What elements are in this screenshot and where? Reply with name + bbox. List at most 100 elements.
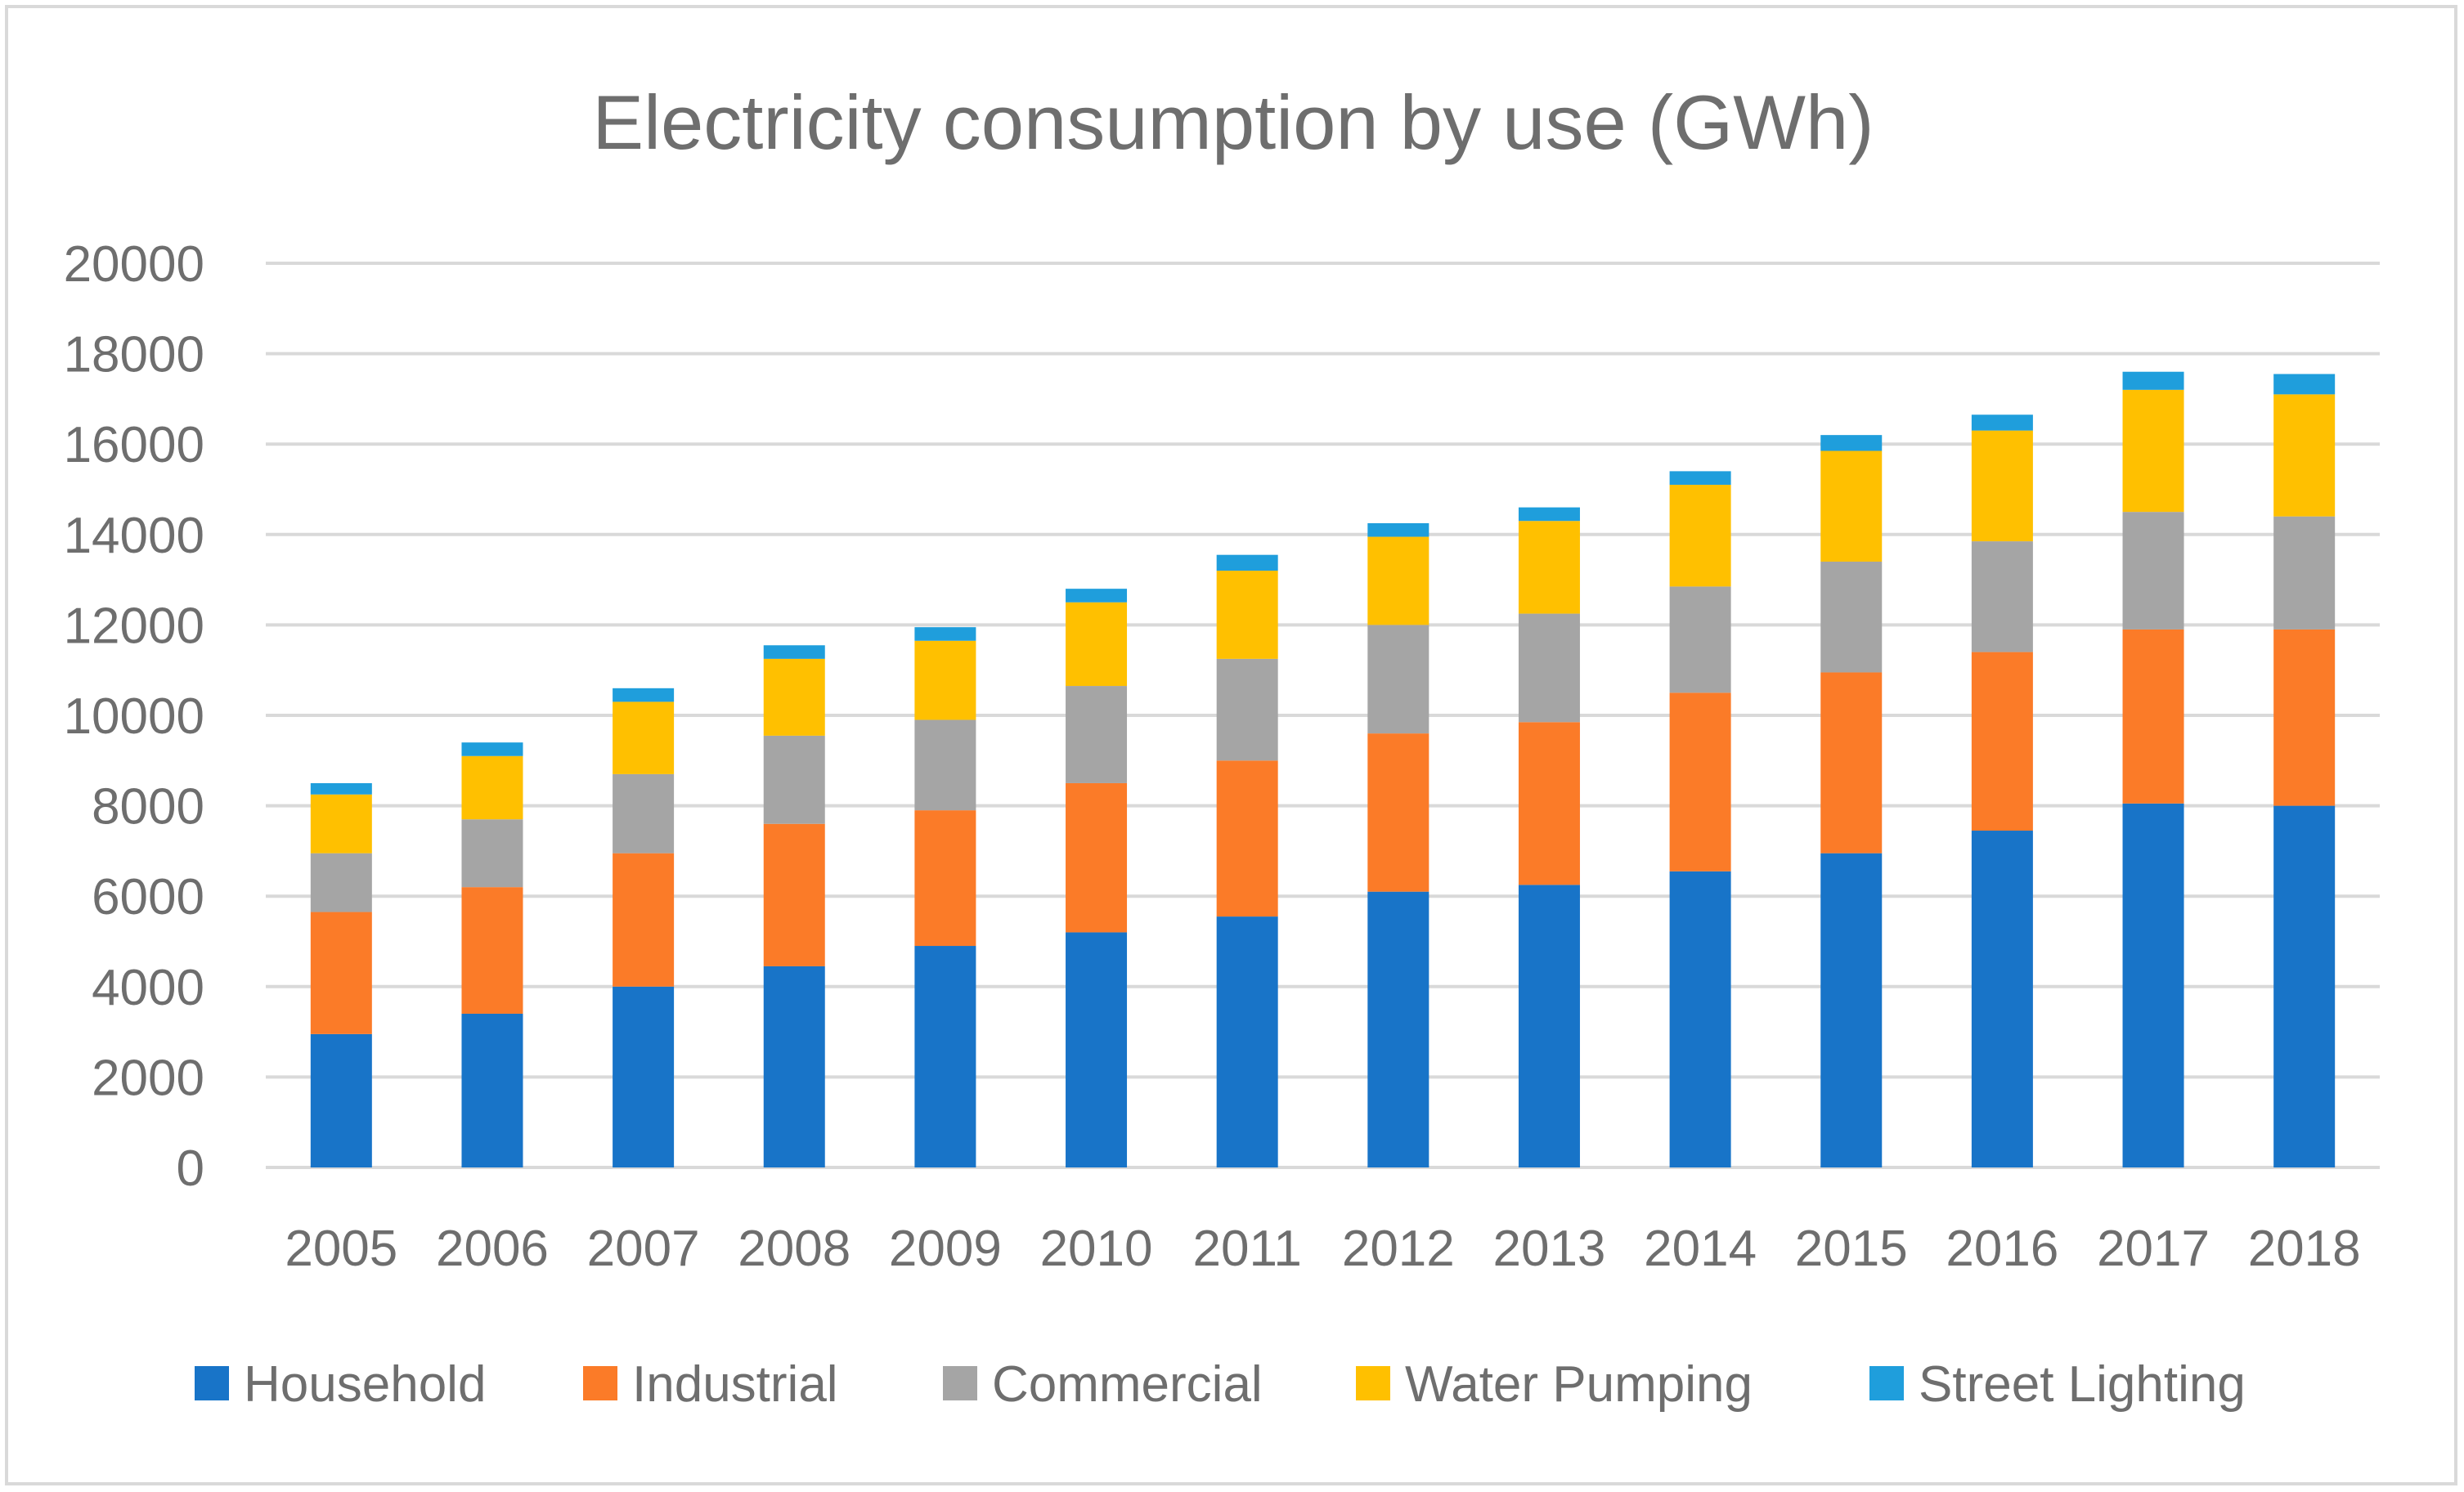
- x-tick-label-2008: 2008: [738, 1221, 851, 1277]
- bar-industrial-2011: [1216, 760, 1278, 917]
- bar-street-lighting-2011: [1216, 554, 1278, 571]
- bar-industrial-2006: [461, 887, 523, 1014]
- x-tick-label-2005: 2005: [285, 1221, 397, 1277]
- bar-household-2018: [2273, 805, 2336, 1167]
- x-tick-label-2009: 2009: [889, 1221, 1002, 1277]
- bar-water-pumping-2017: [2122, 389, 2184, 513]
- bar-household-2007: [613, 986, 675, 1167]
- bar-street-lighting-2017: [2122, 371, 2184, 390]
- bar-industrial-2017: [2122, 629, 2184, 804]
- bar-household-2013: [1518, 885, 1580, 1167]
- bar-industrial-2007: [613, 853, 675, 987]
- bar-water-pumping-2012: [1367, 536, 1429, 625]
- bar-commercial-2013: [1518, 613, 1580, 723]
- bar-commercial-2010: [1066, 686, 1128, 783]
- legend-item-industrial: Industrial: [583, 1356, 838, 1413]
- bar-household-2009: [914, 946, 976, 1167]
- bar-commercial-2015: [1820, 561, 1883, 673]
- bar-water-pumping-2014: [1669, 484, 1731, 587]
- bar-commercial-2016: [1971, 541, 2033, 652]
- bar-household-2014: [1669, 871, 1731, 1167]
- x-tick-label-2018: 2018: [2248, 1221, 2361, 1277]
- bar-water-pumping-2005: [310, 794, 372, 854]
- legend-item-commercial: Commercial: [943, 1356, 1263, 1413]
- bar-water-pumping-2018: [2273, 394, 2336, 517]
- bar-household-2016: [1971, 831, 2033, 1167]
- legend-item-street-lighting: Street Lighting: [1869, 1356, 2246, 1413]
- bar-industrial-2014: [1669, 692, 1731, 871]
- chart-title: Electricity consumption by use (GWh): [592, 79, 1874, 165]
- y-tick-label: 18000: [64, 327, 204, 383]
- legend-label: Water Pumping: [1405, 1356, 1753, 1413]
- bar-water-pumping-2006: [461, 755, 523, 820]
- y-tick-label: 0: [177, 1140, 204, 1197]
- bar-commercial-2011: [1216, 658, 1278, 761]
- bar-water-pumping-2016: [1971, 430, 2033, 542]
- bar-commercial-2005: [310, 853, 372, 912]
- bar-industrial-2009: [914, 810, 976, 947]
- bar-industrial-2008: [763, 823, 825, 966]
- y-axis-ticks: 0 2000 4000 6000 8000 10000 12000 14000 16000 180…: [64, 236, 204, 1197]
- gridlines: [266, 262, 2380, 1169]
- bar-commercial-2018: [2273, 516, 2336, 630]
- y-tick-label: 12000: [64, 598, 204, 654]
- y-tick-label: 10000: [64, 688, 204, 745]
- y-tick-label: 8000: [92, 779, 204, 836]
- x-tick-label-2013: 2013: [1492, 1221, 1605, 1277]
- legend-label: Street Lighting: [1919, 1356, 2246, 1413]
- bar-industrial-2010: [1066, 782, 1128, 933]
- x-tick-label-2007: 2007: [587, 1221, 700, 1277]
- bar-household-2011: [1216, 916, 1278, 1167]
- bar-industrial-2015: [1820, 672, 1883, 854]
- bar-commercial-2006: [461, 819, 523, 888]
- legend-swatch: [583, 1366, 617, 1400]
- bar-household-2012: [1367, 891, 1429, 1167]
- bar-water-pumping-2013: [1518, 521, 1580, 614]
- bar-street-lighting-2007: [613, 688, 675, 702]
- bar-industrial-2013: [1518, 722, 1580, 885]
- bar-commercial-2008: [763, 735, 825, 824]
- bar-street-lighting-2012: [1367, 522, 1429, 537]
- bar-water-pumping-2008: [763, 658, 825, 736]
- legend-swatch: [195, 1366, 229, 1400]
- bar-water-pumping-2009: [914, 640, 976, 720]
- bar-street-lighting-2008: [763, 645, 825, 659]
- bar-street-lighting-2013: [1518, 507, 1580, 522]
- legend: Household Industrial Commercial Water Pumpi…: [195, 1356, 2246, 1413]
- bar-commercial-2009: [914, 719, 976, 811]
- x-tick-label-2010: 2010: [1040, 1221, 1153, 1277]
- legend-item-household: Household: [195, 1356, 486, 1413]
- bar-commercial-2007: [613, 773, 675, 854]
- y-tick-label: 6000: [92, 869, 204, 925]
- legend-swatch: [1869, 1366, 1904, 1400]
- bar-street-lighting-2015: [1820, 435, 1883, 451]
- bar-commercial-2014: [1669, 586, 1731, 693]
- legend-swatch: [943, 1366, 977, 1400]
- legend-label: Household: [244, 1356, 486, 1413]
- bar-household-2006: [461, 1013, 523, 1167]
- x-tick-label-2006: 2006: [436, 1221, 549, 1277]
- bar-water-pumping-2007: [613, 701, 675, 774]
- x-tick-label-2016: 2016: [1946, 1221, 2058, 1277]
- bar-industrial-2018: [2273, 629, 2336, 806]
- bar-street-lighting-2014: [1669, 471, 1731, 485]
- x-tick-label-2011: 2011: [1193, 1221, 1302, 1277]
- legend-label: Commercial: [992, 1356, 1263, 1413]
- bar-street-lighting-2018: [2273, 374, 2336, 395]
- bar-household-2005: [310, 1033, 372, 1167]
- bar-household-2008: [763, 966, 825, 1167]
- x-tick-label-2012: 2012: [1342, 1221, 1455, 1277]
- bar-street-lighting-2005: [310, 782, 372, 795]
- bar-commercial-2012: [1367, 625, 1429, 734]
- y-tick-label: 2000: [92, 1050, 204, 1106]
- bar-street-lighting-2006: [461, 742, 523, 756]
- bar-industrial-2016: [1971, 652, 2033, 831]
- y-tick-label: 14000: [64, 508, 204, 564]
- y-tick-label: 16000: [64, 417, 204, 473]
- bar-industrial-2012: [1367, 733, 1429, 892]
- legend-item-water-pumping: Water Pumping: [1356, 1356, 1753, 1413]
- y-tick-label: 4000: [92, 960, 204, 1016]
- bar-household-2017: [2122, 803, 2184, 1167]
- bar-household-2010: [1066, 932, 1128, 1167]
